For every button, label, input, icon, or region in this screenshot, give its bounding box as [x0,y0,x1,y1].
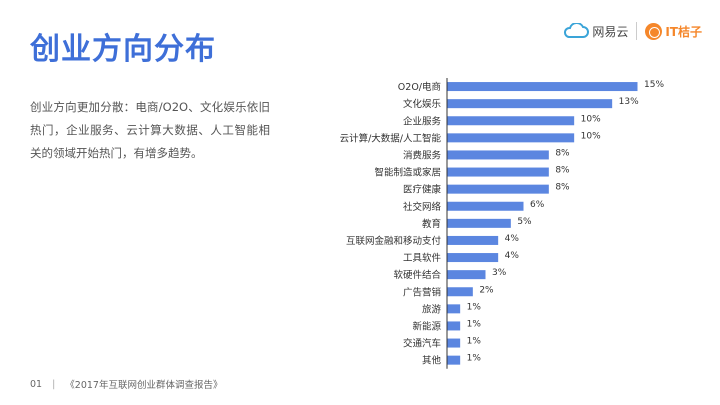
value-label: 8% [555,148,570,158]
bar [447,99,613,109]
category-label: 交通汽车 [403,338,441,350]
category-label: 云计算/大数据/人工智能 [340,132,442,144]
value-label: 3% [492,268,507,278]
category-label: 新能源 [412,320,441,332]
page-number: 01 [30,378,43,390]
category-label: 互联网金融和移动支付 [346,235,442,247]
value-label: 8% [555,183,570,193]
footer-source: 《2017年互联网创业群体调查报告》 [65,380,223,391]
bar [447,82,638,92]
bar [447,133,575,143]
value-label: 5% [517,217,532,227]
category-label: 社交网络 [403,201,442,213]
bar [447,270,486,280]
bar [447,201,524,211]
page-title: 创业方向分布 [30,32,216,67]
value-label: 13% [619,97,639,107]
category-label: 消费服务 [403,149,442,161]
category-label: 软硬件结合 [393,269,441,281]
netease-logo-text: 网易云 [592,24,629,39]
category-label: 文化娱乐 [403,98,442,110]
category-label: 教育 [422,218,441,230]
bar [447,253,499,263]
netease-logo: 网易云 [563,23,628,40]
logo-divider [636,22,638,40]
value-label: 1% [467,319,482,329]
bar [447,218,511,228]
footer: 01 | 《2017年互联网创业群体调查报告》 [30,377,223,392]
value-label: 1% [467,354,482,364]
bar [447,167,549,177]
description-text: 创业方向更加分散：电商/O2O、文化娱乐依旧热门，企业服务、云计算大数据、人工智… [30,100,270,160]
itjuzi-logo: IT桔子 [645,22,702,40]
category-label: 医疗健康 [403,184,442,196]
value-label: 8% [555,166,570,176]
value-label: 6% [530,200,545,210]
orange-icon [645,22,663,40]
value-label: 10% [581,114,601,124]
value-label: 4% [505,234,520,244]
value-label: 15% [644,80,664,90]
itjuzi-logo-text: IT桔子 [665,24,702,39]
bar [447,150,549,160]
value-label: 10% [581,131,601,141]
bar [447,304,461,314]
cloud-icon [564,23,590,38]
value-label: 4% [505,251,520,261]
category-label: 智能制造或家居 [374,167,441,179]
bar [447,355,461,365]
bar-chart: O2O/电商 15% 文化娱乐 13% 企业服务 10% 云计算/大数据/人工智能 10% 消费… [300,76,700,370]
category-label: 其他 [422,355,442,367]
category-label: O2O/电商 [398,81,441,93]
category-label: 旅游 [422,303,442,315]
value-label: 1% [467,302,482,312]
bar [447,338,461,348]
bar [447,321,461,331]
bar [447,184,549,194]
value-label: 1% [467,337,482,347]
logo-group: 网易云 IT桔子 [563,22,702,40]
value-label: 2% [479,285,494,295]
bar [447,235,499,245]
category-label: 企业服务 [403,115,442,127]
bar [447,116,575,126]
bar-chart-svg: O2O/电商 15% 文化娱乐 13% 企业服务 10% 云计算/大数据/人工智能 10% 消费… [340,78,664,369]
category-label: 广告营销 [403,286,442,298]
footer-separator: | [52,378,56,390]
category-label: 工具软件 [403,252,442,264]
bar [447,287,473,297]
